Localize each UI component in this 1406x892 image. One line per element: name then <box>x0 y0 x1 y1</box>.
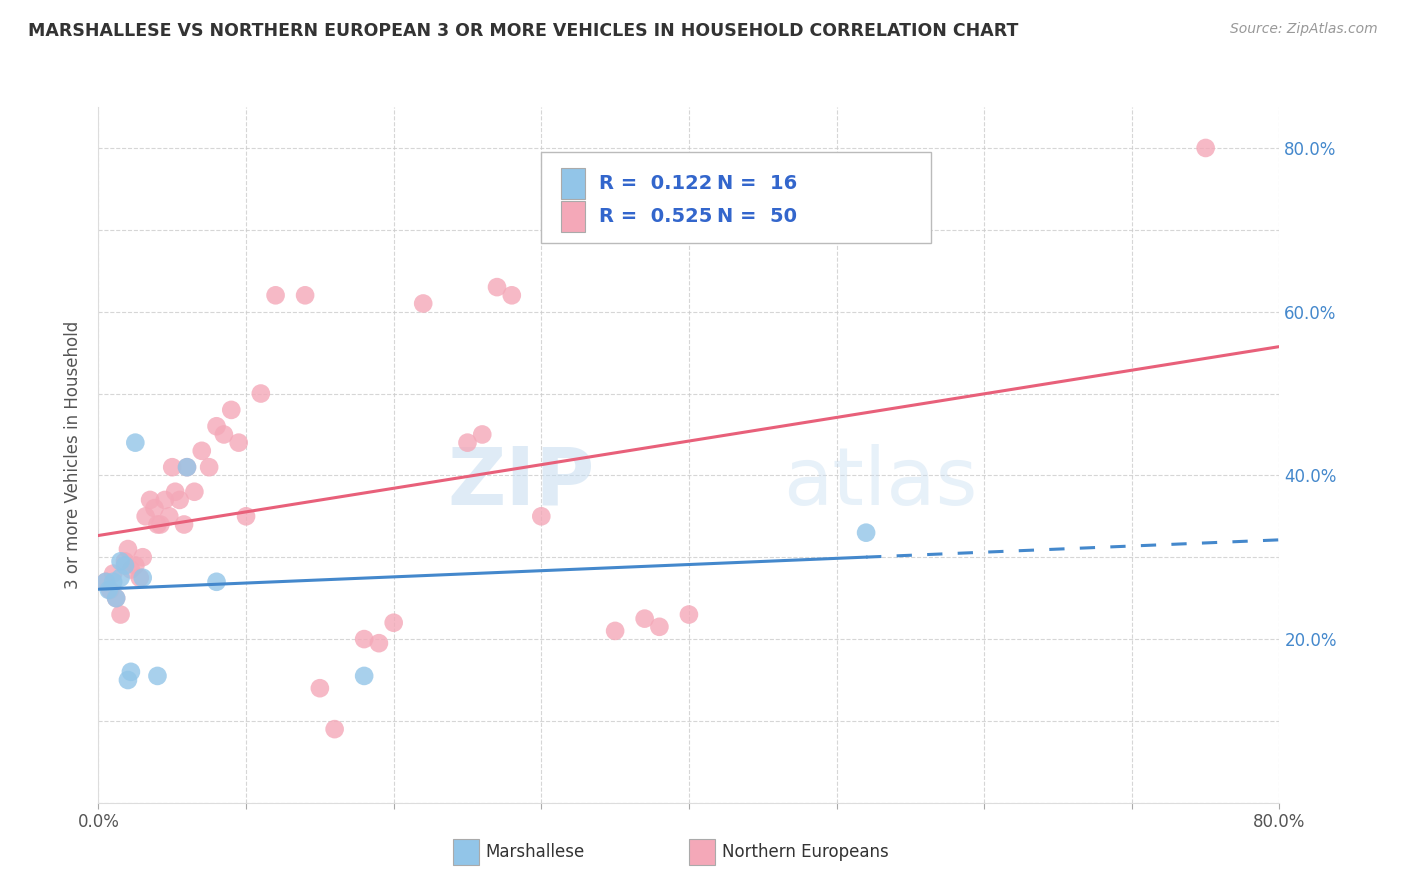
Text: MARSHALLESE VS NORTHERN EUROPEAN 3 OR MORE VEHICLES IN HOUSEHOLD CORRELATION CHA: MARSHALLESE VS NORTHERN EUROPEAN 3 OR MO… <box>28 22 1018 40</box>
Point <box>228 435 250 450</box>
Point <box>471 427 494 442</box>
Text: Marshallese: Marshallese <box>486 843 585 861</box>
Point <box>309 681 332 696</box>
Point <box>165 484 187 499</box>
Point <box>173 517 195 532</box>
Point <box>120 665 142 679</box>
Point <box>110 607 132 622</box>
Point <box>98 582 121 597</box>
Point <box>382 615 405 630</box>
Point <box>110 571 132 585</box>
Point <box>633 612 655 626</box>
Point <box>264 288 287 302</box>
FancyBboxPatch shape <box>541 153 931 243</box>
Point <box>117 673 139 687</box>
Text: Northern Europeans: Northern Europeans <box>723 843 889 861</box>
Point <box>368 636 391 650</box>
Text: R =  0.122: R = 0.122 <box>599 174 713 193</box>
Point <box>162 460 183 475</box>
Point <box>120 562 142 576</box>
Point <box>132 571 155 585</box>
Point <box>235 509 257 524</box>
Point <box>124 558 146 573</box>
Point <box>132 550 155 565</box>
Text: Source: ZipAtlas.com: Source: ZipAtlas.com <box>1230 22 1378 37</box>
Point <box>678 607 700 622</box>
Point <box>353 632 375 646</box>
Point <box>143 501 166 516</box>
Point <box>103 574 125 589</box>
Text: ZIP: ZIP <box>447 443 595 522</box>
Text: R =  0.525: R = 0.525 <box>599 208 713 227</box>
Bar <box>453 839 478 865</box>
Point <box>855 525 877 540</box>
Point <box>501 288 523 302</box>
Point <box>648 620 671 634</box>
Point <box>94 574 117 589</box>
Text: N =  50: N = 50 <box>717 208 797 227</box>
Point <box>135 509 157 524</box>
Point <box>486 280 509 294</box>
Point <box>94 574 117 589</box>
Point <box>110 554 132 568</box>
Bar <box>689 839 714 865</box>
Point <box>105 591 128 606</box>
Bar <box>561 201 585 232</box>
Point <box>176 460 198 475</box>
Point <box>456 435 478 450</box>
Point <box>114 554 136 568</box>
Point <box>205 574 228 589</box>
Point <box>157 509 180 524</box>
Point <box>169 492 191 507</box>
Point <box>205 419 228 434</box>
Bar <box>561 168 585 199</box>
Point <box>183 484 205 499</box>
Point <box>412 296 434 310</box>
Text: N =  16: N = 16 <box>717 174 797 193</box>
Point <box>128 571 150 585</box>
Point <box>530 509 553 524</box>
Point <box>146 517 169 532</box>
Text: atlas: atlas <box>783 443 977 522</box>
Point <box>212 427 235 442</box>
Point <box>149 517 172 532</box>
Point <box>191 443 214 458</box>
Point <box>605 624 627 638</box>
Point <box>114 558 136 573</box>
Point <box>198 460 221 475</box>
Point <box>323 722 346 736</box>
Point <box>139 492 162 507</box>
Point <box>294 288 316 302</box>
Point <box>117 542 139 557</box>
Point <box>124 435 146 450</box>
Point <box>153 492 176 507</box>
Point <box>219 403 242 417</box>
Point <box>353 669 375 683</box>
Point <box>250 386 273 401</box>
Y-axis label: 3 or more Vehicles in Household: 3 or more Vehicles in Household <box>65 321 83 589</box>
Point <box>103 566 125 581</box>
Point <box>146 669 169 683</box>
Point <box>176 460 198 475</box>
Point <box>105 591 128 606</box>
Point <box>1195 141 1218 155</box>
Point <box>97 582 120 597</box>
